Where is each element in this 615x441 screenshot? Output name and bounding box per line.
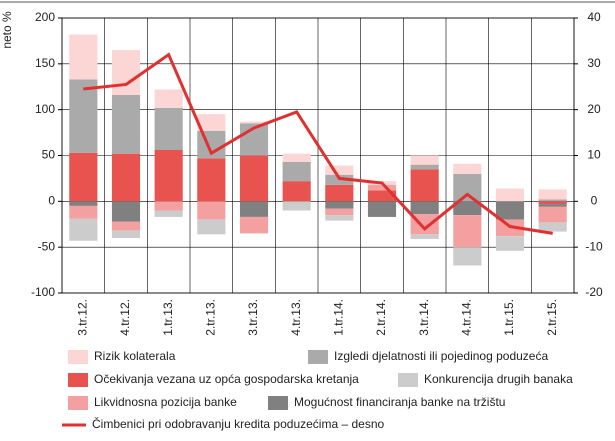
bar-segment bbox=[111, 153, 141, 202]
x-tick-label: 3.tr.14. bbox=[417, 299, 431, 336]
bar-segment bbox=[453, 201, 482, 216]
bar-segment bbox=[410, 234, 439, 239]
y2-tick-label: 20 bbox=[587, 102, 601, 116]
bar-segment bbox=[453, 163, 482, 174]
legend-swatch bbox=[68, 396, 88, 410]
plot-frame bbox=[61, 17, 575, 294]
bar-segment bbox=[495, 236, 525, 251]
bar-segment bbox=[154, 150, 183, 202]
bar-segment bbox=[325, 165, 354, 175]
y2-tick-label: 0 bbox=[591, 194, 598, 208]
bar-segment bbox=[111, 201, 141, 222]
bar-segment bbox=[367, 201, 397, 217]
bar-segment bbox=[154, 89, 183, 108]
bar-segment bbox=[453, 173, 482, 202]
bar-segment bbox=[410, 155, 439, 165]
x-tick-label: 1.tr.13. bbox=[161, 299, 175, 336]
bar-segment bbox=[69, 152, 98, 202]
bar-segment bbox=[239, 201, 269, 217]
bar-segment bbox=[282, 153, 311, 162]
legend-label: Čimbenici pri odobravanju kredita poduze… bbox=[92, 416, 384, 431]
bar-segment bbox=[538, 222, 567, 232]
bar-segment bbox=[410, 201, 439, 215]
line-series bbox=[83, 52, 553, 235]
y2-tick-label: 40 bbox=[587, 10, 601, 24]
legend-label: Izgledi djelatnosti ili pojedinog poduze… bbox=[334, 349, 548, 363]
bar-segment bbox=[239, 155, 269, 202]
bar-segment bbox=[69, 34, 98, 80]
bar-segment bbox=[367, 184, 397, 191]
x-tick-label: 2.tr.13. bbox=[204, 299, 218, 336]
y-tick-label: 150 bbox=[35, 56, 55, 70]
bar-segment bbox=[325, 201, 354, 209]
legend-label: Likvidnosna pozicija banke bbox=[94, 395, 237, 409]
x-tick-label: 1.tr.15. bbox=[502, 299, 516, 336]
bar-segment bbox=[410, 169, 439, 202]
bar-segment bbox=[367, 190, 397, 202]
x-tick-label: 2.tr.15. bbox=[545, 299, 559, 336]
bar-segment bbox=[197, 201, 226, 220]
legend-swatch bbox=[308, 350, 328, 364]
y-tick-label: 200 bbox=[35, 10, 55, 24]
bar-segment bbox=[111, 230, 141, 238]
bar-segment bbox=[282, 161, 311, 182]
y2-tick-label: 30 bbox=[587, 56, 601, 70]
bar-segment bbox=[239, 216, 269, 234]
bar-segment bbox=[495, 201, 525, 220]
y-axis-label: neto % bbox=[0, 11, 14, 49]
x-tick-label: 4.tr.13. bbox=[289, 299, 303, 336]
legend-label: Očekivanja vezana uz opća gospodarska kr… bbox=[94, 372, 359, 386]
legend-label: Konkurencija drugih banaka bbox=[424, 372, 573, 386]
bar-segment bbox=[197, 114, 226, 131]
bar-segment bbox=[69, 205, 98, 219]
y2-tick-label: 10 bbox=[587, 148, 601, 162]
bar-segment bbox=[197, 219, 226, 235]
bar-segment bbox=[538, 204, 567, 207]
legend-label: Rizik kolaterala bbox=[94, 349, 176, 363]
legend-swatch bbox=[268, 396, 288, 410]
bar-segment bbox=[410, 164, 439, 170]
x-tick-label: 4.tr.14. bbox=[460, 299, 474, 336]
bar-segment bbox=[111, 50, 141, 95]
y2-tick-label: -20 bbox=[585, 285, 603, 299]
bar-segment bbox=[111, 221, 141, 231]
bar-segment bbox=[69, 218, 98, 241]
x-tick-label: 3.tr.12. bbox=[76, 299, 90, 336]
bar-segment bbox=[325, 208, 354, 216]
y-tick-label: -50 bbox=[38, 239, 56, 253]
x-tick-label: 4.tr.12. bbox=[118, 299, 132, 336]
y2-tick-label: -10 bbox=[585, 239, 603, 253]
y-tick-label: 0 bbox=[48, 194, 55, 208]
bar-segment bbox=[69, 79, 98, 153]
y-tick-label: 50 bbox=[42, 148, 56, 162]
bar-segment bbox=[154, 107, 183, 150]
legend-swatch bbox=[68, 350, 88, 364]
bar-segment bbox=[453, 247, 482, 266]
bar-segment bbox=[453, 215, 482, 248]
bar-segment bbox=[111, 95, 141, 154]
bar-segment bbox=[282, 181, 311, 202]
legend-swatch bbox=[68, 373, 88, 387]
bar-segment bbox=[325, 215, 354, 221]
bar-segment bbox=[538, 189, 567, 200]
bar-segment bbox=[538, 199, 567, 202]
legend-label: Mogućnost financiranja banke na tržištu bbox=[294, 395, 505, 409]
bar-segment bbox=[154, 210, 183, 217]
bar-segment bbox=[239, 121, 269, 124]
bar-segment bbox=[538, 206, 567, 223]
bar-segment bbox=[197, 158, 226, 202]
bar-segment bbox=[495, 188, 525, 202]
bar-segment bbox=[538, 201, 567, 205]
x-tick-label: 1.tr.14. bbox=[332, 299, 346, 336]
y-tick-label: 100 bbox=[35, 102, 55, 116]
bar-segment bbox=[325, 184, 354, 202]
legend-swatch bbox=[398, 373, 418, 387]
bar-segment bbox=[69, 201, 98, 206]
bar-segment bbox=[154, 201, 183, 211]
x-tick-label: 3.tr.13. bbox=[246, 299, 260, 336]
bar-segment bbox=[282, 201, 311, 211]
y-tick-label: -100 bbox=[31, 285, 55, 299]
x-tick-label: 2.tr.14. bbox=[374, 299, 388, 336]
